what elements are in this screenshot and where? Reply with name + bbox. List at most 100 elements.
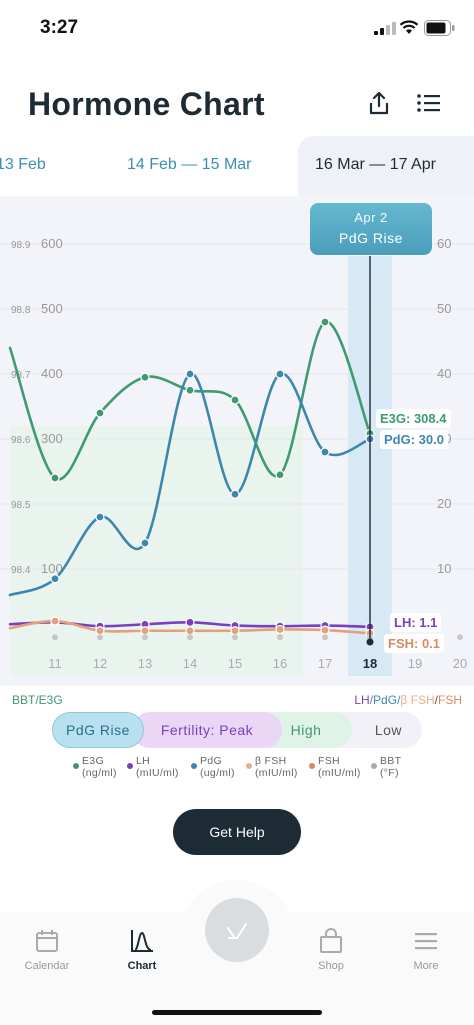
e3g-tick-label: 500 bbox=[41, 301, 63, 316]
calendar-icon bbox=[36, 930, 58, 952]
phase-bar: Low High Fertility: Peak PdG Rise bbox=[52, 712, 422, 748]
chart-legend: E3G (ng/ml) LH (mIU/ml) PdG (ug/ml) β FSH (m… bbox=[64, 755, 424, 781]
legend-name: β FSH bbox=[255, 755, 287, 767]
legend-name: PdG bbox=[200, 755, 222, 767]
nav-calendar-label: Calendar bbox=[24, 960, 70, 972]
data-point-bbt bbox=[52, 634, 58, 641]
x-tick-label: 11 bbox=[48, 656, 62, 671]
caption-fsh: FSH bbox=[438, 693, 462, 707]
cellular-signal-icon bbox=[374, 22, 396, 35]
nav-shop-label: Shop bbox=[318, 960, 344, 972]
x-tick-label: 15 bbox=[228, 656, 242, 671]
x-tick-label: 12 bbox=[93, 656, 107, 671]
data-point-fsh bbox=[185, 626, 195, 636]
test-check-icon bbox=[227, 923, 247, 939]
data-point-pdg bbox=[230, 489, 240, 499]
legend-beta-fsh: β FSH (mIU/ml) bbox=[246, 755, 298, 779]
data-point-lh bbox=[185, 617, 195, 627]
legend-bbt: BBT (°F) bbox=[371, 755, 402, 779]
share-icon[interactable] bbox=[366, 90, 392, 116]
x-tick-label: 13 bbox=[138, 656, 152, 671]
bbt-tick-label: 98.9 bbox=[11, 240, 31, 251]
right-axis-tick-label: 10 bbox=[437, 561, 451, 576]
x-tick-label: 18 bbox=[363, 656, 377, 671]
legend-dot bbox=[371, 763, 377, 769]
home-indicator bbox=[152, 1010, 322, 1015]
caption-lh: LH bbox=[354, 693, 370, 707]
bbt-tick-label: 98.4 bbox=[11, 565, 31, 576]
nav-more[interactable]: More bbox=[391, 928, 461, 972]
legend-name: LH bbox=[136, 755, 151, 767]
data-point-e3g bbox=[50, 473, 60, 483]
wifi-icon bbox=[399, 20, 419, 34]
nav-chart-label: Chart bbox=[127, 960, 157, 972]
left-axis-caption: BBT/E3G bbox=[12, 693, 63, 707]
legend-unit: (ng/ml) bbox=[82, 767, 117, 779]
data-point-pdg bbox=[140, 538, 150, 548]
bbt-tick-label: 98.7 bbox=[11, 370, 31, 381]
right-axis-caption: LH/PdG/β FSH/FSH bbox=[354, 693, 462, 707]
e3g-tick-label: 300 bbox=[41, 431, 63, 446]
nav-shop[interactable]: Shop bbox=[296, 928, 366, 972]
data-point-e3g bbox=[230, 395, 240, 405]
legend-name: FSH bbox=[318, 755, 340, 767]
fertile-window-shade bbox=[10, 426, 303, 676]
shopping-bag-icon bbox=[320, 928, 342, 953]
data-point-e3g bbox=[275, 470, 285, 480]
tab-16-mar-17-apr[interactable]: 16 Mar — 17 Apr bbox=[315, 156, 436, 173]
data-point-pdg bbox=[95, 512, 105, 522]
e3g-tick-label: 100 bbox=[41, 561, 63, 576]
legend-unit: (mIU/ml) bbox=[136, 767, 179, 779]
x-tick-label: 20 bbox=[453, 656, 467, 671]
bbt-tick-label: 98.8 bbox=[11, 305, 31, 316]
e3g-tick-label: 600 bbox=[41, 236, 63, 251]
event-tooltip: Apr 2 PdG Rise bbox=[310, 203, 432, 255]
caption-pdg: /PdG/ bbox=[369, 693, 401, 707]
data-point-bbt bbox=[187, 634, 193, 641]
chart-icon bbox=[131, 930, 153, 952]
hormone-chart[interactable]: 98.4 98.5 98.6 98.7 98.8 98.9 100 300 400 500 600 1… bbox=[0, 196, 474, 686]
legend-name: BBT bbox=[380, 755, 402, 767]
status-bar: 3:27 bbox=[0, 0, 474, 56]
legend-dot bbox=[73, 763, 79, 769]
list-icon[interactable] bbox=[416, 90, 442, 116]
legend-dot bbox=[191, 763, 197, 769]
legend-dot bbox=[127, 763, 133, 769]
legend-unit: (mIU/ml) bbox=[318, 767, 361, 779]
data-point-bbt bbox=[232, 634, 238, 641]
tab-14-feb-15-mar[interactable]: 14 Feb — 15 Mar bbox=[127, 156, 252, 173]
data-point-pdg bbox=[50, 574, 60, 584]
legend-unit: (ug/ml) bbox=[200, 767, 235, 779]
legend-dot bbox=[309, 763, 315, 769]
nav-chart[interactable]: Chart bbox=[107, 928, 177, 972]
e3g-value-label: E3G: 308.4 bbox=[376, 409, 451, 428]
right-axis-tick-label: 40 bbox=[437, 366, 451, 381]
phase-pdg-rise[interactable]: PdG Rise bbox=[52, 712, 144, 748]
x-tick-label: 19 bbox=[408, 656, 422, 671]
nav-more-label: More bbox=[413, 960, 439, 972]
data-point-bbt bbox=[97, 634, 103, 641]
data-point-bbt bbox=[457, 634, 463, 641]
get-help-button[interactable]: Get Help bbox=[173, 809, 301, 855]
bbt-tick-label: 98.5 bbox=[11, 500, 31, 511]
legend-unit: (mIU/ml) bbox=[255, 767, 298, 779]
data-point-fsh bbox=[140, 626, 150, 636]
hormone-chart-svg: 98.4 98.5 98.6 98.7 98.8 98.9 100 300 400 500 600 1… bbox=[0, 236, 474, 676]
e3g-tick-label: 400 bbox=[41, 366, 63, 381]
data-point-bbt bbox=[322, 634, 328, 641]
left-axis-caption-text: BBT/E3G bbox=[12, 693, 63, 707]
data-point-fsh bbox=[320, 625, 330, 635]
legend-lh: LH (mIU/ml) bbox=[127, 755, 179, 779]
nav-calendar[interactable]: Calendar bbox=[12, 928, 82, 972]
data-point-pdg bbox=[320, 447, 330, 457]
selected-day-marker bbox=[366, 638, 374, 646]
battery-icon bbox=[424, 20, 455, 36]
tooltip-event: PdG Rise bbox=[339, 230, 403, 246]
log-test-button[interactable] bbox=[205, 898, 269, 962]
tab-13-feb[interactable]: 13 Feb bbox=[0, 156, 46, 173]
date-range-tabs: 13 Feb 14 Feb — 15 Mar 16 Mar — 17 Apr bbox=[0, 136, 474, 196]
fsh-value-label: FSH: 0.1 bbox=[384, 634, 445, 653]
phase-fertility-peak[interactable]: Fertility: Peak bbox=[132, 712, 282, 748]
legend-fsh: FSH (mIU/ml) bbox=[309, 755, 361, 779]
right-axis-tick-label: 60 bbox=[437, 236, 451, 251]
